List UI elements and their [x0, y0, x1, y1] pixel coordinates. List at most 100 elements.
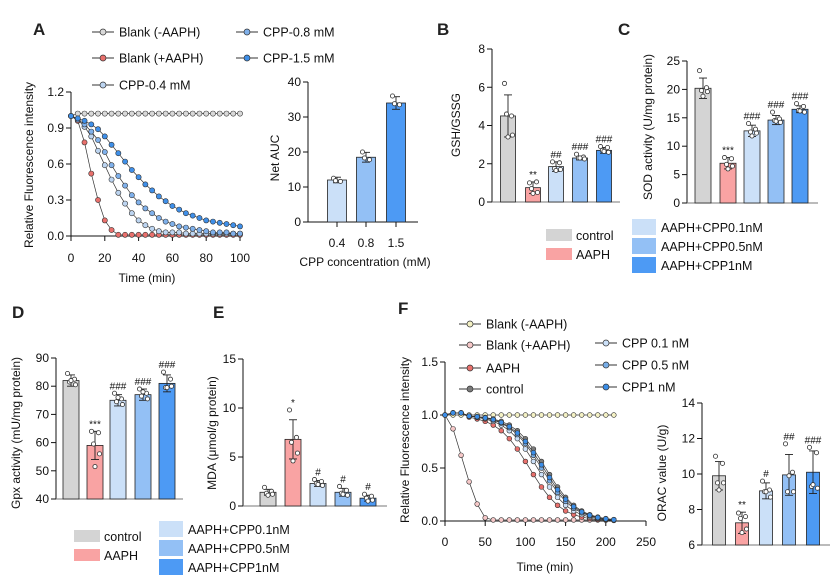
data-point: [498, 412, 504, 418]
significance-label: ###: [805, 435, 822, 446]
data-point: [554, 502, 561, 509]
data-point: [722, 155, 728, 161]
y-tick-label: 8: [688, 503, 695, 517]
data-point: [490, 416, 496, 423]
data-point: [725, 166, 731, 172]
data-point: [95, 137, 101, 143]
x-axis-label: Time (min): [119, 271, 176, 285]
data-point: [101, 149, 108, 155]
data-point: [724, 161, 730, 167]
data-point: [366, 157, 372, 163]
x-tick-label: 100: [230, 251, 250, 265]
x-tick-label: 60: [166, 251, 180, 265]
data-point: [167, 376, 173, 382]
data-point: [578, 412, 585, 418]
data-point: [365, 498, 371, 504]
bar: [743, 130, 761, 204]
panel-label: B: [437, 20, 449, 39]
bar: [327, 179, 347, 223]
data-point: [802, 109, 808, 115]
data-point: [554, 494, 561, 501]
legend-label: control: [104, 530, 142, 544]
data-point: [95, 197, 101, 203]
data-point: [562, 508, 569, 514]
data-point: [562, 412, 569, 418]
data-point: [128, 192, 135, 199]
y-tick-label: 14: [682, 396, 696, 410]
data-point: [606, 149, 612, 155]
bar: [596, 149, 612, 203]
data-point: [203, 110, 210, 117]
y-axis-label: ORAC value (U/g): [655, 425, 669, 522]
data-point: [189, 225, 196, 232]
panel-label: E: [213, 303, 224, 322]
data-point: [522, 517, 529, 523]
data-point: [164, 385, 170, 391]
data-point: [169, 221, 176, 227]
data-point: [704, 85, 710, 91]
data-point: [361, 155, 367, 161]
data-point: [68, 378, 74, 384]
data-point: [498, 517, 504, 523]
y-tick-label: 15: [667, 111, 681, 125]
data-point: [88, 128, 95, 135]
data-point: [801, 103, 807, 109]
data-point: [115, 394, 121, 400]
panel-label: C: [618, 20, 630, 39]
legend-marker: [99, 28, 107, 36]
legend-label: CPP 0.1 nM: [622, 337, 689, 351]
data-point: [203, 217, 210, 224]
data-point: [570, 503, 577, 510]
legend-label: AAPH+CPP0.1nM: [188, 523, 290, 537]
y-axis-label: Net AUC: [268, 134, 282, 181]
data-point: [223, 221, 230, 227]
data-point: [744, 526, 750, 532]
data-point: [183, 210, 189, 217]
data-point: [142, 231, 149, 238]
data-point: [115, 189, 122, 196]
panel-label: A: [33, 20, 45, 39]
series-line-6: [444, 412, 614, 521]
y-tick-label: 0: [229, 499, 236, 513]
legend-swatch: [74, 530, 100, 542]
data-point: [522, 458, 529, 465]
legend-label: AAPH: [486, 362, 520, 376]
data-point: [562, 517, 569, 523]
data-point: [713, 453, 719, 459]
legend-marker: [602, 339, 610, 347]
data-point: [359, 149, 365, 155]
data-point: [369, 497, 375, 503]
series-line-5: [444, 412, 614, 521]
data-point: [261, 484, 267, 490]
data-point: [773, 118, 779, 124]
significance-label: #: [315, 468, 321, 479]
data-point: [155, 110, 162, 117]
significance-label: ***: [722, 146, 734, 157]
bar: [109, 399, 127, 500]
data-point: [237, 110, 243, 117]
legend-label: AAPH+CPP1nM: [188, 561, 279, 575]
data-point: [699, 88, 705, 94]
data-point: [135, 231, 142, 238]
y-tick-label: 40: [36, 492, 50, 506]
data-point: [482, 515, 488, 521]
legend-label: CPP-0.8 mM: [263, 26, 335, 40]
legend-label: CPP 0.5 nM: [622, 359, 689, 373]
legend-label: AAPH+CPP1nM: [661, 259, 752, 273]
y-tick-label: 80: [36, 379, 50, 393]
legend-label: Blank (+AAPH): [486, 339, 570, 353]
data-point: [122, 200, 128, 207]
y-tick-label: 90: [36, 351, 50, 365]
data-point: [546, 474, 553, 481]
data-point: [122, 182, 128, 189]
data-point: [546, 494, 553, 501]
data-point: [763, 489, 769, 495]
data-point: [81, 117, 88, 124]
data-point: [135, 217, 142, 224]
data-point: [73, 382, 79, 388]
data-point: [530, 471, 537, 478]
legend-swatch: [632, 219, 656, 235]
data-point: [97, 451, 103, 457]
data-point: [112, 390, 118, 396]
y-tick-label: 0: [294, 215, 301, 229]
